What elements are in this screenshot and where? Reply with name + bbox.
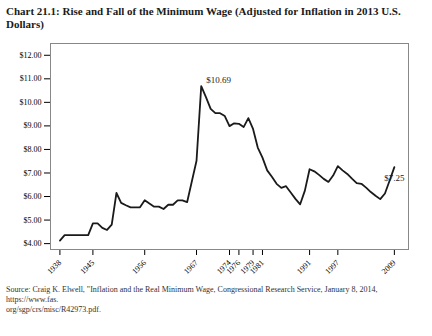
svg-text:1976: 1976 <box>224 259 242 277</box>
svg-text:1956: 1956 <box>130 259 148 277</box>
svg-text:$10.00: $10.00 <box>20 98 42 107</box>
html-text:Source: Craig K. Elwell, "Infl: Source: Craig K. Elwell, "Inflation and … <box>6 285 378 315</box>
svg-text:$5.00: $5.00 <box>24 216 42 225</box>
svg-text:$9.00: $9.00 <box>24 122 42 131</box>
svg-text:$12.00: $12.00 <box>20 51 42 60</box>
svg-text:1981: 1981 <box>248 259 266 277</box>
svg-text:$6.00: $6.00 <box>24 192 42 201</box>
svg-text:1945: 1945 <box>78 259 96 277</box>
svg-text:$11.00: $11.00 <box>20 75 42 84</box>
svg-text:1938: 1938 <box>45 259 63 277</box>
svg-text:1997: 1997 <box>323 259 341 277</box>
svg-text:$4.00: $4.00 <box>24 240 42 249</box>
svg-text:1979: 1979 <box>238 258 257 277</box>
svg-text:2009: 2009 <box>380 259 398 277</box>
svg-text:1967: 1967 <box>182 259 200 277</box>
html-text:Chart 21.1: Rise and Fall of t: Chart 21.1: Rise and Fall of the Minimum… <box>6 5 401 31</box>
svg-text:1991: 1991 <box>295 259 313 277</box>
svg-text:$8.00: $8.00 <box>24 145 42 154</box>
svg-text:$7.00: $7.00 <box>24 169 42 178</box>
svg-text:1974: 1974 <box>215 258 233 277</box>
svg-text:$10.69: $10.69 <box>206 75 231 85</box>
svg-text:$7.25: $7.25 <box>384 173 405 183</box>
